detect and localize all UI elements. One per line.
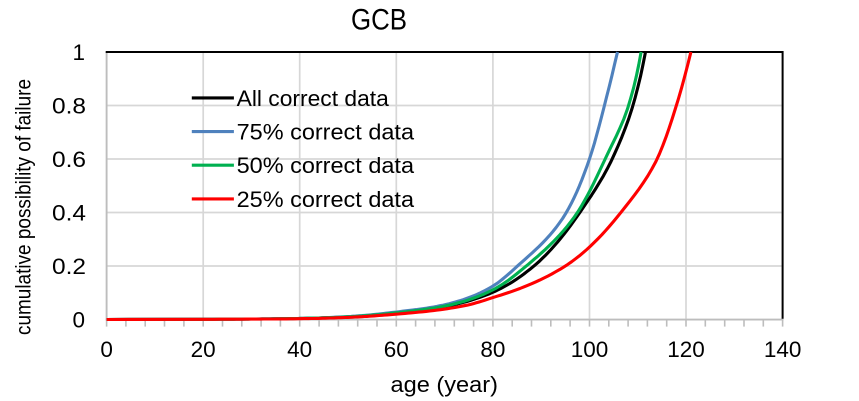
svg-text:0.4: 0.4 [52,201,86,226]
svg-text:120: 120 [667,337,705,362]
svg-text:GCB: GCB [351,3,407,36]
svg-text:0.2: 0.2 [52,254,86,279]
svg-text:40: 40 [287,337,312,362]
svg-text:cumulative possibility of fail: cumulative possibility of failure [11,79,35,335]
svg-text:60: 60 [384,337,409,362]
svg-text:0: 0 [100,337,113,362]
svg-text:50% correct data: 50% correct data [237,153,415,178]
svg-text:140: 140 [764,337,802,362]
svg-text:100: 100 [571,337,609,362]
svg-text:All correct data: All correct data [237,86,390,111]
svg-text:75% correct data: 75% correct data [237,120,415,145]
svg-text:0.6: 0.6 [52,147,86,172]
svg-text:80: 80 [480,337,505,362]
svg-text:20: 20 [191,337,216,362]
svg-text:0: 0 [72,308,85,333]
svg-text:0.8: 0.8 [52,94,86,119]
svg-text:1: 1 [72,40,85,65]
svg-text:25% correct data: 25% correct data [237,187,415,212]
svg-text:age (year): age (year) [391,372,499,397]
